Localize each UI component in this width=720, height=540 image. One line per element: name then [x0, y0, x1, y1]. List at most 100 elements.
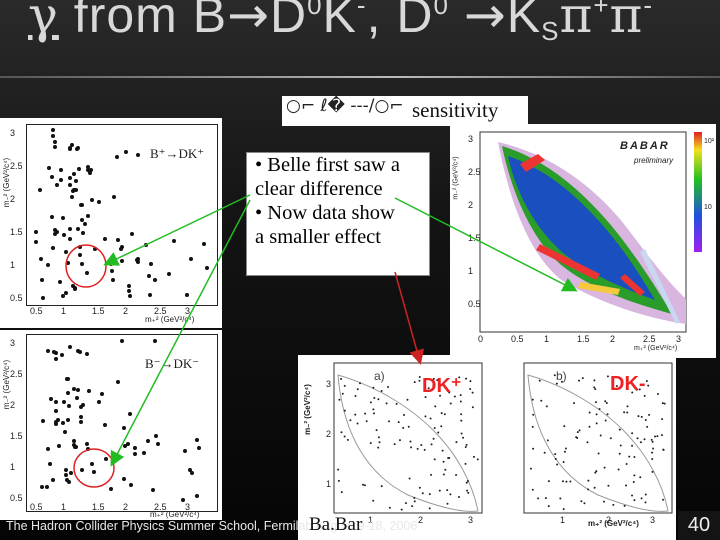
- y-tick: 1: [468, 266, 474, 276]
- scatter-point: [420, 443, 423, 446]
- scatter-point: [81, 231, 86, 236]
- scatter-point: [129, 483, 134, 488]
- scatter-point: [626, 405, 629, 408]
- scatter-point: [373, 396, 376, 399]
- scatter-point: [38, 256, 43, 261]
- y-tick: 3: [468, 134, 474, 144]
- scatter-point: [437, 431, 440, 434]
- scatter-point: [560, 380, 563, 383]
- scatter-point: [88, 171, 93, 176]
- scatter-point: [85, 270, 90, 275]
- scatter-point: [387, 386, 390, 389]
- scatter-point: [562, 460, 565, 463]
- scatter-point: [645, 379, 648, 382]
- scatter-point: [594, 471, 597, 474]
- scatter-point: [378, 441, 381, 444]
- x-tick: 2: [606, 515, 612, 525]
- scatter-point: [537, 497, 540, 500]
- scatter-point: [377, 398, 380, 401]
- y-tick: 2.5: [468, 167, 481, 177]
- scatter-point: [362, 483, 365, 486]
- scatter-point: [61, 233, 66, 238]
- color-scale-low: 10: [704, 204, 712, 211]
- callout-line: a smaller effect: [255, 226, 381, 248]
- x-tick: 1: [61, 306, 67, 316]
- scatter-point: [343, 435, 346, 438]
- scatter-point: [594, 388, 597, 391]
- x-tick: 2.5: [154, 502, 167, 512]
- scatter-point: [469, 380, 472, 383]
- scatter-point: [79, 419, 84, 424]
- scatter-point: [555, 382, 558, 385]
- scatter-point: [66, 480, 71, 485]
- scatter-point: [341, 392, 344, 395]
- x-tick: 3: [468, 515, 474, 525]
- dk-comparison-svg: [333, 362, 673, 514]
- scatter-point: [458, 376, 461, 379]
- callout-line: • Belle first saw a: [255, 154, 400, 176]
- scatter-point: [369, 401, 372, 404]
- scatter-point: [459, 394, 462, 397]
- x-axis-label: m₊² (GeV²/c⁴): [150, 510, 200, 519]
- scatter-point: [79, 405, 84, 410]
- scatter-point: [607, 484, 610, 487]
- scatter-point: [59, 168, 64, 173]
- scatter-point: [74, 395, 79, 400]
- scatter-point: [102, 237, 107, 242]
- scatter-point: [356, 388, 359, 391]
- scatter-point: [411, 505, 414, 508]
- scatter-point: [563, 450, 566, 453]
- scatter-point: [586, 441, 589, 444]
- scatter-point: [55, 417, 60, 422]
- scatter-point: [623, 504, 626, 507]
- scatter-point: [416, 447, 419, 450]
- scatter-point: [53, 140, 58, 145]
- scatter-point: [373, 412, 376, 415]
- scatter-point: [625, 484, 628, 487]
- scatter-point: [189, 471, 194, 476]
- scatter-point: [588, 425, 591, 428]
- scatter-point: [446, 489, 449, 492]
- scatter-point: [612, 503, 615, 506]
- scatter-point: [388, 506, 391, 509]
- scatter-point: [48, 462, 53, 467]
- x-tick: 1: [544, 334, 550, 344]
- scatter-point: [424, 396, 427, 399]
- scatter-point: [651, 470, 654, 473]
- subtitle-sensitivity: sensitivity: [412, 98, 499, 122]
- scatter-point: [82, 221, 87, 226]
- y-axis-label: m₋² (GeV²/c⁴): [452, 156, 460, 200]
- scatter-point: [68, 226, 73, 231]
- scatter-point: [103, 456, 108, 461]
- scatter-point: [464, 462, 467, 465]
- scatter-point: [51, 134, 56, 139]
- scatter-point: [51, 478, 56, 482]
- scatter-point: [471, 391, 474, 394]
- scatter-point: [180, 497, 185, 502]
- scatter-point: [380, 390, 383, 393]
- scatter-point: [115, 379, 120, 384]
- scatter-point: [633, 456, 636, 459]
- x-tick: 3: [676, 334, 682, 344]
- scatter-point: [556, 463, 559, 466]
- y-tick: 0.5: [468, 299, 481, 309]
- scatter-point: [597, 452, 600, 455]
- scatter-point: [430, 473, 433, 476]
- scatter-point: [112, 194, 117, 199]
- scatter-point: [53, 420, 58, 425]
- scatter-point: [65, 417, 70, 422]
- y-tick: 3: [10, 338, 16, 348]
- scatter-point: [544, 497, 547, 500]
- scatter-point: [63, 290, 68, 295]
- belle-bplus-dalitz-plot: B⁺→DK⁺ m₋² (GeV²/c⁴) m₊² (GeV²/c⁴) 3 2.5 2…: [0, 118, 222, 328]
- x-axis-label: m₊² (GeV²/c⁴): [588, 519, 639, 528]
- scatter-point: [47, 166, 52, 171]
- scatter-point: [359, 382, 362, 385]
- scatter-point: [432, 377, 435, 380]
- scatter-point: [631, 444, 634, 447]
- scatter-point: [54, 229, 59, 234]
- scatter-point: [398, 439, 401, 442]
- scatter-point: [460, 432, 463, 435]
- scatter-point: [662, 498, 665, 501]
- callout-line: • Now data show: [255, 202, 395, 224]
